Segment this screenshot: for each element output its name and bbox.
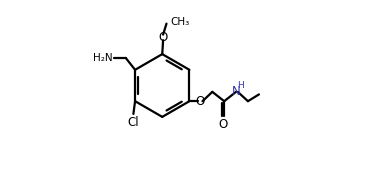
Text: O: O xyxy=(158,31,168,44)
Text: N: N xyxy=(232,85,240,98)
Text: O: O xyxy=(219,118,228,131)
Text: H₂N: H₂N xyxy=(93,53,113,63)
Text: O: O xyxy=(196,95,205,108)
Text: Cl: Cl xyxy=(128,116,139,129)
Text: H: H xyxy=(237,81,244,90)
Text: CH₃: CH₃ xyxy=(171,17,190,27)
